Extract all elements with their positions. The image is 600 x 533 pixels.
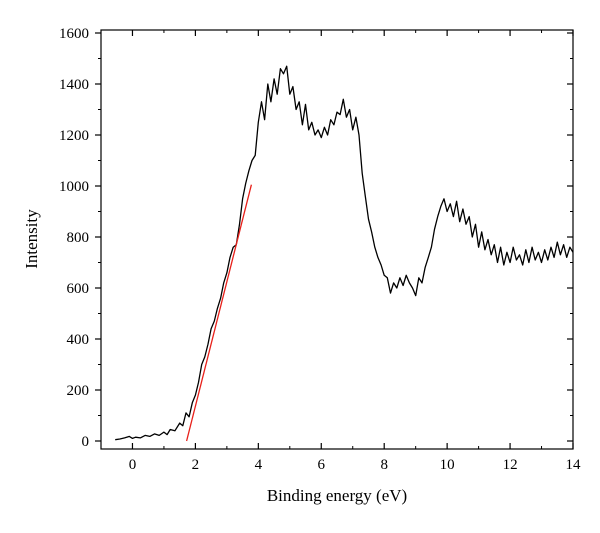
y-tick-label: 1200 [59,128,89,144]
y-axis-title: Intensity [22,209,41,269]
axis-ticks: 0 2 4 6 8 10 12 14 0 200 400 600 800 1000 1200 1400 1600 [59,26,581,473]
x-tick-label: 8 [380,457,388,473]
y-tick-label: 0 [82,434,90,450]
y-tick-label: 200 [67,383,90,399]
x-tick-label: 12 [503,457,518,473]
y-tick-label: 1000 [59,179,89,195]
x-tick-label: 2 [192,457,200,473]
series-layer [115,65,574,442]
y-tick-label: 600 [67,281,90,297]
x-tick-label: 10 [440,457,455,473]
y-tick-label: 400 [67,332,90,348]
linear-fit-line [185,184,253,442]
plot-frame [100,29,574,450]
x-tick-label: 4 [255,457,263,473]
spectrum-line [115,65,574,441]
y-tick-label: 1400 [59,77,89,93]
x-tick-label: 0 [129,457,137,473]
x-tick-label: 6 [318,457,326,473]
x-tick-label: 14 [566,457,582,473]
x-axis-title: Binding energy (eV) [267,486,407,505]
y-tick-label: 800 [67,230,90,246]
y-tick-label: 1600 [59,26,89,42]
